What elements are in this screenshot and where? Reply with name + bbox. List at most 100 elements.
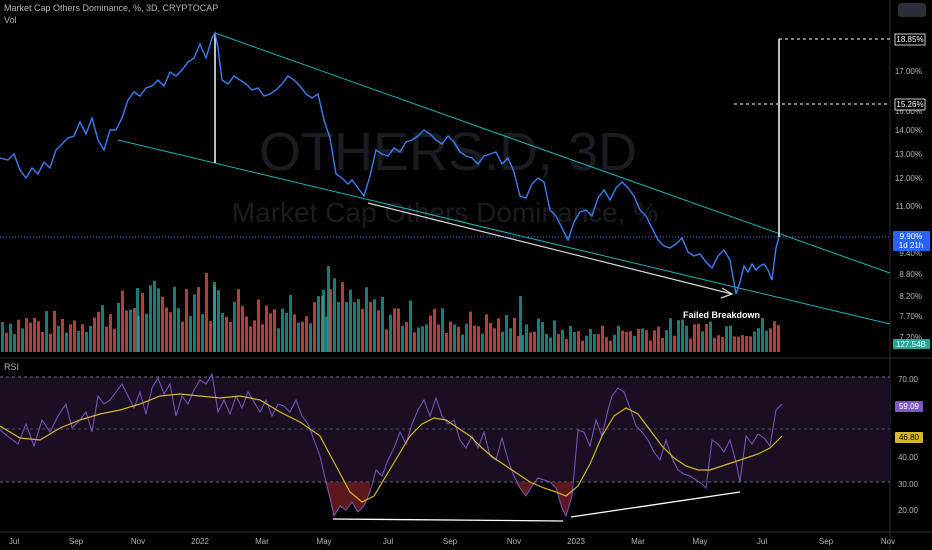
volume-bar <box>609 340 612 352</box>
volume-bar <box>669 318 672 352</box>
volume-bar <box>309 323 312 352</box>
volume-bar <box>133 308 136 352</box>
volume-bar <box>757 328 760 352</box>
volume-bar <box>53 310 56 352</box>
volume-tag <box>893 339 930 349</box>
time-axis: Jul Sep Nov 2022 Mar May Jul Sep Nov 2023 Mar May Ju… <box>9 537 895 546</box>
volume-bar <box>49 333 52 352</box>
volume-bar <box>45 311 48 352</box>
chart-menu-button[interactable] <box>898 3 926 17</box>
volume-bar <box>361 308 364 352</box>
time-tick-label: May <box>692 537 707 546</box>
arrow-head-icon <box>720 287 734 299</box>
volume-bar <box>269 313 272 352</box>
volume-value: 127.54B <box>896 340 926 349</box>
countdown-value: 1d 21h <box>899 241 923 250</box>
time-tick-label: Jul <box>757 537 767 546</box>
volume-bar <box>93 317 96 352</box>
time-tick-label: Nov <box>507 537 521 546</box>
volume-bar <box>613 334 616 352</box>
volume-bar <box>725 326 728 352</box>
volume-bar <box>85 331 88 352</box>
breakdown-arrow[interactable] <box>367 202 733 295</box>
volume-bar <box>273 309 276 352</box>
volume-bars <box>1 266 780 352</box>
volume-bar <box>349 289 352 352</box>
time-tick-label: May <box>316 537 331 546</box>
volume-bar <box>773 321 776 352</box>
volume-bar <box>285 312 288 352</box>
volume-bar <box>205 272 208 352</box>
volume-bar <box>201 314 204 352</box>
volume-bar <box>437 324 440 352</box>
volume-bar <box>653 330 656 352</box>
channel-upper-line[interactable] <box>214 32 891 274</box>
volume-bar <box>509 328 512 352</box>
volume-bar <box>569 325 572 352</box>
channel-lower-line[interactable] <box>117 139 891 325</box>
rsi-ma-line[interactable] <box>0 393 783 503</box>
volume-bar <box>521 335 524 352</box>
volume-bar <box>149 285 152 352</box>
volume-bar <box>429 315 432 352</box>
volume-bar <box>365 287 368 352</box>
volume-bar <box>457 326 460 352</box>
volume-bar <box>605 337 608 352</box>
rsi-divergence-line[interactable] <box>570 491 741 518</box>
target-2-tag <box>894 98 926 111</box>
volume-bar <box>461 334 464 352</box>
volume-bar <box>185 289 188 352</box>
volume-bar <box>533 331 536 352</box>
volume-bar <box>322 290 325 352</box>
price-tick-label: 13.00% <box>895 150 922 159</box>
volume-bar <box>245 316 248 352</box>
volume-bar <box>237 289 240 352</box>
volume-bar <box>545 333 548 352</box>
volume-bar <box>105 326 108 352</box>
volume-bar <box>485 314 488 352</box>
target-2-value: 15.26% <box>896 100 923 109</box>
volume-bar <box>101 305 104 352</box>
volume-bar <box>173 286 176 352</box>
rsi-axis: 70.00 40.00 30.00 20.00 <box>898 375 919 515</box>
volume-bar <box>553 320 556 352</box>
volume-bar <box>453 324 456 352</box>
volume-bar <box>665 330 668 352</box>
price-axis: 17.00% 14.00% 13.00% 12.00% 11.00% 9.40% 8.80%… <box>895 67 922 342</box>
watermark-symbol: OTHERS.D, 3D <box>259 122 637 182</box>
volume-bar <box>409 300 412 352</box>
rsi-ma-tag <box>895 432 923 443</box>
rsi-support-line[interactable] <box>332 518 564 522</box>
volume-bar <box>337 301 340 352</box>
volume-bar <box>501 331 504 352</box>
volume-bar <box>597 334 600 352</box>
volume-bar <box>157 288 160 352</box>
volume-bar <box>197 287 200 352</box>
volume-bar <box>481 333 484 352</box>
volume-bar <box>713 337 716 352</box>
volume-bar <box>697 323 700 352</box>
current-price-tag <box>893 231 930 251</box>
volume-bar <box>113 328 116 352</box>
volume-bar <box>89 326 92 352</box>
volume-bar <box>705 323 708 352</box>
price-line[interactable] <box>0 31 780 295</box>
volume-bar <box>165 307 168 352</box>
volume-bar <box>761 318 764 352</box>
volume-bar <box>717 335 720 352</box>
volume-bar <box>329 289 332 352</box>
volume-bar <box>753 331 756 352</box>
rsi-tick-label: 30.00 <box>898 480 919 489</box>
volume-bar <box>685 325 688 352</box>
volume-bar <box>313 302 316 352</box>
volume-bar <box>425 324 428 352</box>
price-tick-label: 7.20% <box>899 333 922 342</box>
volume-bar <box>677 320 680 352</box>
volume-bar <box>529 332 532 352</box>
time-tick-label: Jul <box>383 537 393 546</box>
volume-bar <box>441 308 444 352</box>
volume-bar <box>489 322 492 352</box>
volume-bar <box>417 327 420 352</box>
volume-bar <box>161 296 164 352</box>
